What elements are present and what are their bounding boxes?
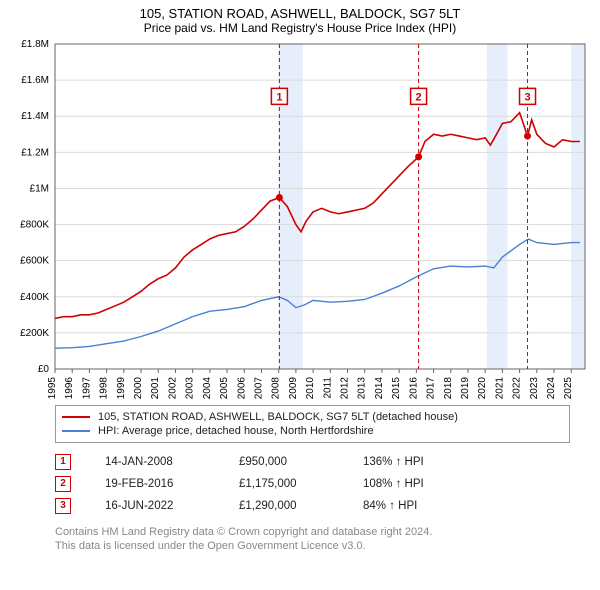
svg-text:£0: £0 [38,364,50,375]
sales-row: 1 14-JAN-2008 £950,000 136% ↑ HPI [55,451,570,473]
svg-text:£600K: £600K [20,256,49,267]
svg-text:£1.2M: £1.2M [21,147,49,158]
svg-text:1996: 1996 [64,377,75,399]
svg-text:2017: 2017 [426,377,437,399]
svg-text:2012: 2012 [340,377,351,399]
legend-item-property: 105, STATION ROAD, ASHWELL, BALDOCK, SG7… [62,410,563,424]
svg-text:2007: 2007 [253,377,264,399]
svg-text:2022: 2022 [512,377,523,399]
sale-date: 19-FEB-2016 [105,478,205,490]
svg-text:2001: 2001 [150,377,161,399]
svg-text:2014: 2014 [374,377,385,399]
svg-text:2011: 2011 [322,377,333,399]
svg-text:£1.8M: £1.8M [21,39,49,50]
svg-text:2003: 2003 [185,377,196,399]
legend-item-hpi: HPI: Average price, detached house, Nort… [62,424,563,438]
svg-text:2010: 2010 [305,377,316,399]
svg-text:1998: 1998 [99,377,110,399]
svg-text:3: 3 [524,91,530,103]
svg-text:£1M: £1M [30,183,49,194]
svg-text:2018: 2018 [443,377,454,399]
footer-line: This data is licensed under the Open Gov… [55,539,570,553]
svg-text:2008: 2008 [271,377,282,399]
svg-text:£200K: £200K [20,328,49,339]
legend-swatch-hpi [62,430,90,432]
footer-line: Contains HM Land Registry data © Crown c… [55,525,570,539]
chart-area: £0 £200K £400K £600K £800K £1M £1.2M £1.4M £1.6M… [0,39,600,399]
legend-label-property: 105, STATION ROAD, ASHWELL, BALDOCK, SG7… [98,411,458,423]
svg-text:£1.6M: £1.6M [21,75,49,86]
sale-marker-icon: 2 [55,476,71,492]
sale-date: 14-JAN-2008 [105,456,205,468]
legend-label-hpi: HPI: Average price, detached house, Nort… [98,425,374,437]
svg-text:2009: 2009 [288,377,299,399]
svg-text:2005: 2005 [219,377,230,399]
line-chart-svg: £0 £200K £400K £600K £800K £1M £1.2M £1.4M £1.6M… [0,39,600,399]
sale-date: 16-JUN-2022 [105,500,205,512]
svg-text:2023: 2023 [529,377,540,399]
sales-row: 3 16-JUN-2022 £1,290,000 84% ↑ HPI [55,495,570,517]
svg-text:2019: 2019 [460,377,471,399]
page-title: 105, STATION ROAD, ASHWELL, BALDOCK, SG7… [0,0,600,21]
legend: 105, STATION ROAD, ASHWELL, BALDOCK, SG7… [55,405,570,443]
svg-text:2015: 2015 [391,377,402,399]
sale-marker-icon: 1 [55,454,71,470]
svg-text:2004: 2004 [202,377,213,399]
sale-hpi: 108% ↑ HPI [363,478,424,490]
sales-table: 1 14-JAN-2008 £950,000 136% ↑ HPI 2 19-F… [55,451,570,517]
legend-swatch-property [62,416,90,418]
svg-text:1: 1 [276,91,282,103]
svg-text:1995: 1995 [47,377,58,399]
svg-text:2002: 2002 [167,377,178,399]
svg-text:2006: 2006 [236,377,247,399]
svg-text:2025: 2025 [563,377,574,399]
svg-text:£400K: £400K [20,292,49,303]
svg-text:1997: 1997 [81,377,92,399]
svg-text:2: 2 [416,91,422,103]
svg-text:2020: 2020 [477,377,488,399]
sales-row: 2 19-FEB-2016 £1,175,000 108% ↑ HPI [55,473,570,495]
svg-text:2000: 2000 [133,377,144,399]
footer-attribution: Contains HM Land Registry data © Crown c… [55,525,570,554]
sale-hpi: 84% ↑ HPI [363,500,417,512]
svg-text:2016: 2016 [408,377,419,399]
svg-text:£1.4M: £1.4M [21,111,49,122]
sale-marker-icon: 3 [55,498,71,514]
chart-container: 105, STATION ROAD, ASHWELL, BALDOCK, SG7… [0,0,600,590]
svg-text:2024: 2024 [546,377,557,399]
page-subtitle: Price paid vs. HM Land Registry's House … [0,21,600,39]
sale-hpi: 136% ↑ HPI [363,456,424,468]
sale-price: £950,000 [239,456,329,468]
svg-text:2021: 2021 [494,377,505,399]
svg-text:2013: 2013 [357,377,368,399]
svg-text:£800K: £800K [20,220,49,231]
svg-text:1999: 1999 [116,377,127,399]
sale-price: £1,175,000 [239,478,329,490]
sale-price: £1,290,000 [239,500,329,512]
